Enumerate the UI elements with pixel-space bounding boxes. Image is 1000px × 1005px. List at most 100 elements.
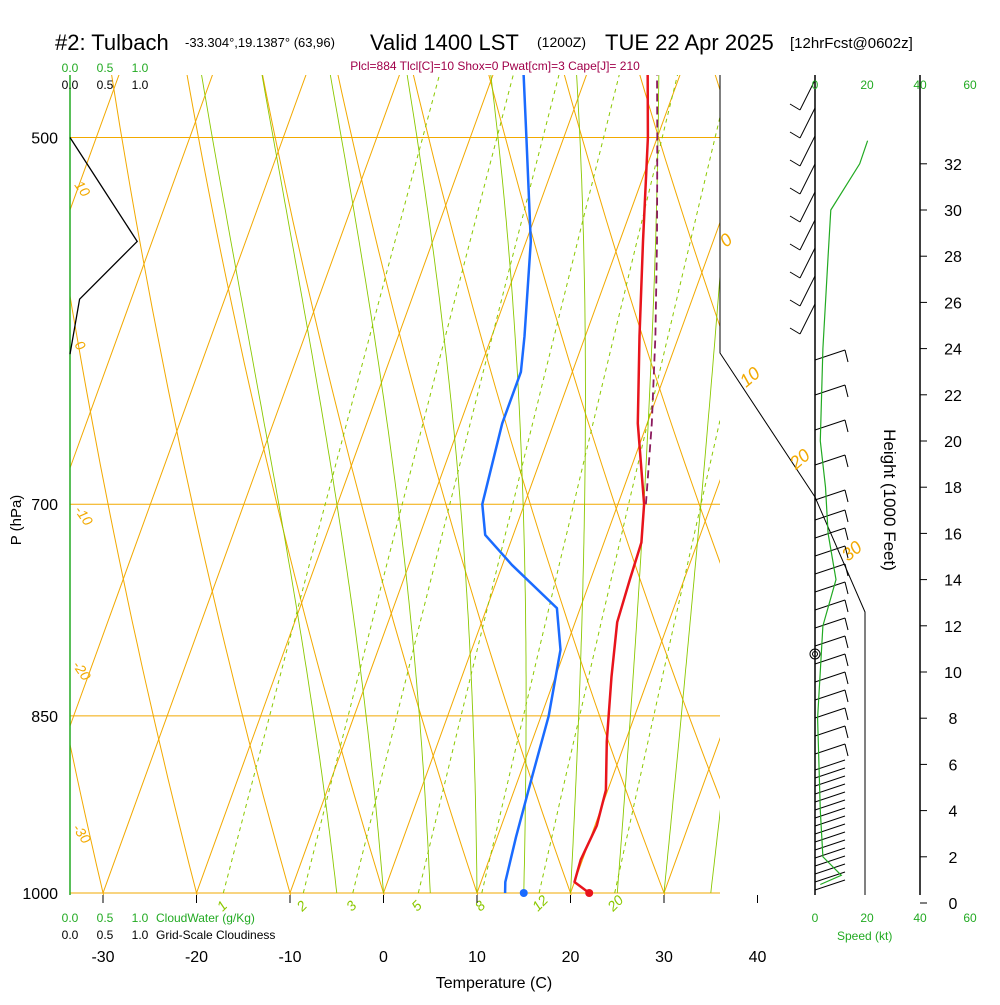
wind-barb [800,108,815,138]
isotherm-line [103,0,651,893]
height-tick-label: 24 [944,342,962,359]
wind-barb-flag [845,385,848,397]
temperature-tick-label: -20 [185,949,208,966]
moist-adiabat-line [111,0,337,893]
isotherm-label: -30 [70,821,95,847]
wind-barb-flag [845,672,848,684]
cloudwater-tick-label-bottom: 0.5 [97,911,114,925]
cloud-axis-ticks: 0.00.00.00.00.50.50.50.51.01.01.01.0 [62,61,149,942]
mixing-ratio-line [539,0,773,893]
wind-barb [815,726,845,736]
wind-barb [815,840,845,850]
wind-barb-flag [845,528,848,540]
height-tick-label: 8 [949,711,958,728]
x-axis-title: Temperature (C) [436,975,552,992]
height-tick-label: 2 [949,850,958,867]
isotherm-line [290,0,838,893]
height-tick-label: 20 [944,434,962,451]
wind-barb [800,220,815,250]
dry-adiabat-label: 10 [736,363,764,391]
mixing-ratio-label: 2 [293,897,311,915]
pressure-tick-label: 500 [31,130,58,147]
wind-barb [815,864,845,874]
wind-barb-flag [845,564,848,576]
cloudwater-tick-label-top: 1.0 [132,61,149,75]
wind-barb-flag [790,216,800,222]
height-tick-label: 12 [944,619,962,636]
wind-barb-flag [845,636,848,648]
wind-barb [815,490,845,500]
moist-adiabat-line [711,0,861,893]
wind-barb-flag [790,132,800,138]
mixing-ratio-label: 12 [529,892,551,914]
wind-barb [815,455,845,465]
wind-barb-flag [845,582,848,594]
wind-barb [815,744,845,754]
pressure-tick-label: 1000 [22,886,58,903]
wind-barb-flag [790,244,800,250]
wind-barb [815,816,845,826]
mixing-ratio-label: 8 [471,897,488,914]
wind-barb [815,832,845,842]
wind-barb [815,385,845,395]
wind-barb [800,248,815,278]
temperature-tick-label: 30 [655,949,673,966]
cloudiness-tick-label-bottom: 0.5 [97,928,114,942]
height-tick-label: 28 [944,249,962,266]
cloudiness-tick-label-top: 1.0 [132,78,149,92]
cloudwater-tick-label-bottom: 0.0 [62,911,79,925]
mixing-ratio-label: 3 [343,897,360,914]
title-zulu: (1200Z) [537,34,586,50]
isotherm-label: 0 [72,338,90,354]
mixing-ratio-lines [223,0,841,893]
wind-barb [815,420,845,430]
height-tick-label: 22 [944,388,962,405]
title-valid: Valid 1400 LST [370,30,519,55]
height-axis-title: Height (1000 Feet) [880,429,899,571]
wind-barb-flag [845,618,848,630]
height-tick-label: 10 [944,665,962,682]
temperature-tick-label: 20 [562,949,580,966]
wind-barb [800,304,815,334]
speed-tick-label-bottom: 0 [812,911,819,925]
speed-tick-label-top: 40 [913,78,927,92]
indices-text: Plcl=884 Tlcl[C]=10 Shox=0 Pwat[cm]=3 Ca… [350,59,640,73]
isotherm-label: -20 [70,658,95,684]
wind-barb-flag [845,744,848,756]
wind-barb [815,880,845,890]
dry-adiabat-line [838,0,1000,946]
height-tick-label: 30 [944,203,962,220]
speed-tick-label-top: 20 [860,78,874,92]
cloudwater-tick-label-bottom: 1.0 [132,911,149,925]
cloudwater-label: CloudWater (g/Kg) [156,911,255,925]
dry-adiabat-line [341,0,780,946]
isotherm-line [851,0,1000,893]
wind-barb [800,192,815,222]
mixing-ratio-label: 5 [408,897,425,914]
dry-adiabat-line [527,0,1000,946]
wind-barb-flag [790,160,800,166]
speed-axis-title: Speed (kt) [837,929,892,943]
wind-speed-trace [818,141,868,885]
wind-barb-flag [845,510,848,522]
temperature-tick-label: -10 [278,949,301,966]
wind-barb-flag [845,455,848,467]
height-tick-label: 6 [949,757,958,774]
isotherm-lines [0,0,1000,893]
temperature-tick-label: 0 [379,949,388,966]
pressure-tick-label: 700 [31,497,58,514]
moist-adiabat-line [163,0,383,893]
isotherm-line [571,0,1000,893]
wind-barb-flag [845,708,848,720]
wind-barb-flag [790,188,800,194]
wind-barb-flag [845,654,848,666]
isotherm-labels: 100-10-20-30 [70,178,97,847]
isotherm-line [477,0,1000,893]
wind-barb [815,618,845,628]
plot-right-border [720,75,865,895]
wind-barb [815,824,845,834]
isotherm-label: -10 [72,503,97,529]
